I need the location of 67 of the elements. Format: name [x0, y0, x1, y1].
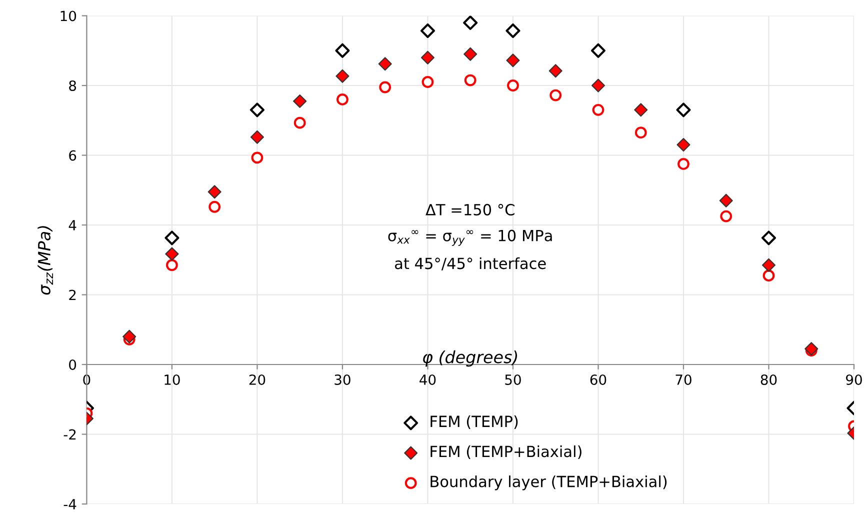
- point: [166, 259, 178, 272]
- x-tick-label: 90: [846, 374, 862, 385]
- x-tick-label: 50: [505, 374, 521, 385]
- point: [294, 116, 306, 129]
- x-tick-label: 60: [590, 374, 606, 385]
- point: [761, 230, 776, 246]
- y-tick-label: -2: [64, 429, 76, 440]
- y-tick-label: 8: [69, 80, 76, 91]
- point: [422, 76, 434, 88]
- point: [122, 330, 136, 344]
- point: [676, 138, 690, 152]
- point: [591, 78, 605, 92]
- point: [378, 57, 392, 71]
- legend-label: Boundary layer (TEMP+Biaxial): [430, 475, 667, 490]
- x-tick-label: 30: [334, 374, 350, 385]
- point: [208, 185, 222, 199]
- point: [164, 230, 180, 246]
- point: [804, 342, 818, 356]
- y-tick-label: 0: [69, 359, 76, 370]
- x-tick-label: 0: [83, 374, 90, 385]
- x-tick-label: 10: [164, 374, 180, 385]
- point: [548, 64, 562, 78]
- point: [634, 126, 647, 139]
- annotation: ΔT =150 °C: [426, 204, 514, 216]
- point: [208, 200, 221, 213]
- point: [335, 43, 350, 58]
- point: [464, 47, 478, 61]
- point: [293, 94, 307, 108]
- annotation: at 45°/45° interface: [395, 257, 546, 270]
- point: [506, 23, 520, 38]
- point: [678, 158, 690, 170]
- point: [507, 80, 519, 92]
- y-tick-label: 10: [60, 10, 76, 22]
- point: [762, 258, 776, 272]
- x-tick-label: 40: [420, 374, 436, 385]
- point: [250, 130, 264, 144]
- legend-label: FEM (TEMP): [430, 415, 518, 429]
- x-axis-title: φ (degrees): [423, 350, 518, 367]
- annotation: σ$_{xx}$$^{∞}$ = σ$_{yy}$$^{∞}$ = 10 MPa: [388, 230, 552, 246]
- point: [464, 74, 476, 86]
- point: [634, 103, 648, 117]
- point: [336, 69, 350, 83]
- point: [590, 43, 606, 58]
- point: [506, 54, 520, 68]
- point: [720, 210, 732, 222]
- y-axis-title: σ$_{zz}$(MPa): [38, 226, 53, 295]
- point: [165, 247, 179, 261]
- point: [592, 104, 604, 116]
- point: [719, 194, 733, 208]
- y-tick-label: 6: [69, 150, 76, 161]
- point: [336, 93, 348, 106]
- legend-label: FEM (TEMP+Biaxial): [430, 445, 582, 460]
- point: [379, 81, 392, 94]
- point: [251, 152, 264, 164]
- x-tick-label: 70: [676, 374, 692, 385]
- point: [463, 16, 478, 30]
- x-tick-label: 80: [760, 374, 777, 385]
- x-tick-label: 20: [249, 374, 266, 385]
- point: [250, 102, 264, 118]
- point: [762, 270, 775, 282]
- y-tick-label: 4: [68, 220, 76, 230]
- point: [550, 89, 562, 102]
- point: [420, 50, 434, 64]
- point: [420, 23, 435, 38]
- y-tick-label: -4: [64, 499, 76, 510]
- point: [676, 102, 691, 118]
- y-tick-label: 2: [69, 290, 76, 300]
